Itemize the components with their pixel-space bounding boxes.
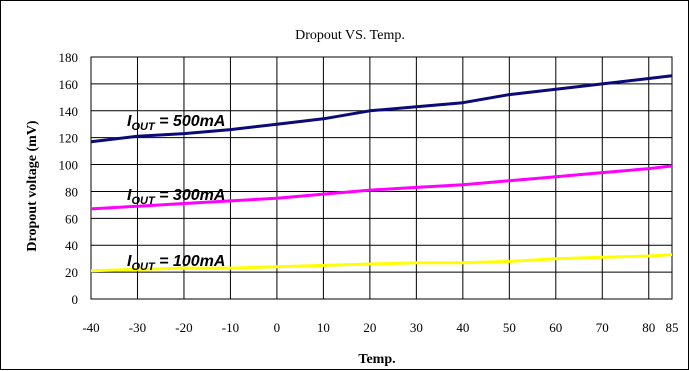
x-tick-label: 40 [456, 320, 469, 335]
series-label-main: I [127, 253, 132, 270]
x-tick-label: 50 [503, 320, 516, 335]
grid-lines [90, 56, 673, 300]
x-tick-label: 80 [642, 320, 655, 335]
series-label-main: I [127, 113, 132, 130]
series-line-1 [90, 164, 673, 211]
series-label-rest: = 100mA [155, 253, 226, 270]
y-tick-label: 140 [59, 104, 79, 119]
x-tick-label: 30 [410, 320, 423, 335]
series-line-0 [90, 74, 673, 144]
series-label-2: IOUT = 100mA [127, 253, 225, 273]
y-tick-label: 20 [65, 265, 78, 280]
plot-area-border [90, 56, 673, 300]
y-tick-label: 120 [59, 131, 79, 146]
chart-title: Dropout VS. Temp. [295, 28, 405, 43]
y-tick-label: 160 [59, 77, 79, 92]
series-label-0: IOUT = 500mA [127, 113, 225, 133]
series-line-2 [90, 253, 673, 273]
x-tick-label: 20 [363, 320, 376, 335]
series-label-1: IOUT = 300mA [127, 187, 225, 207]
series-label-sub: OUT [131, 121, 156, 133]
y-tick-label: 0 [72, 292, 79, 307]
x-tick-label: 70 [596, 320, 609, 335]
x-tick-label: 0 [274, 320, 281, 335]
series-label-sub: OUT [131, 261, 156, 273]
series-label-rest: = 300mA [155, 187, 226, 204]
x-tick-label: 60 [549, 320, 562, 335]
y-tick-label: 100 [59, 158, 79, 173]
x-tick-label: 85 [666, 320, 679, 335]
y-tick-label: 40 [65, 238, 78, 253]
y-axis-label: Dropout voltage (mV) [25, 120, 40, 252]
series-lines [90, 74, 673, 273]
series-label-rest: = 500mA [155, 113, 226, 130]
tick-labels: 0 20 40 60 80 100 120 140 160 180 -40 -30 -20 -10 0 10 2… [59, 50, 679, 335]
y-tick-label: 80 [65, 184, 78, 199]
x-tick-label: -30 [129, 320, 146, 335]
series-label-sub: OUT [131, 195, 156, 207]
x-axis-label: Temp. [358, 352, 395, 367]
x-tick-label: -10 [222, 320, 239, 335]
y-tick-label: 60 [65, 211, 78, 226]
x-tick-label: -40 [82, 320, 99, 335]
series-label-main: I [127, 187, 132, 204]
y-tick-label: 180 [59, 50, 79, 65]
x-tick-label: 10 [317, 320, 330, 335]
x-tick-label: -20 [175, 320, 192, 335]
